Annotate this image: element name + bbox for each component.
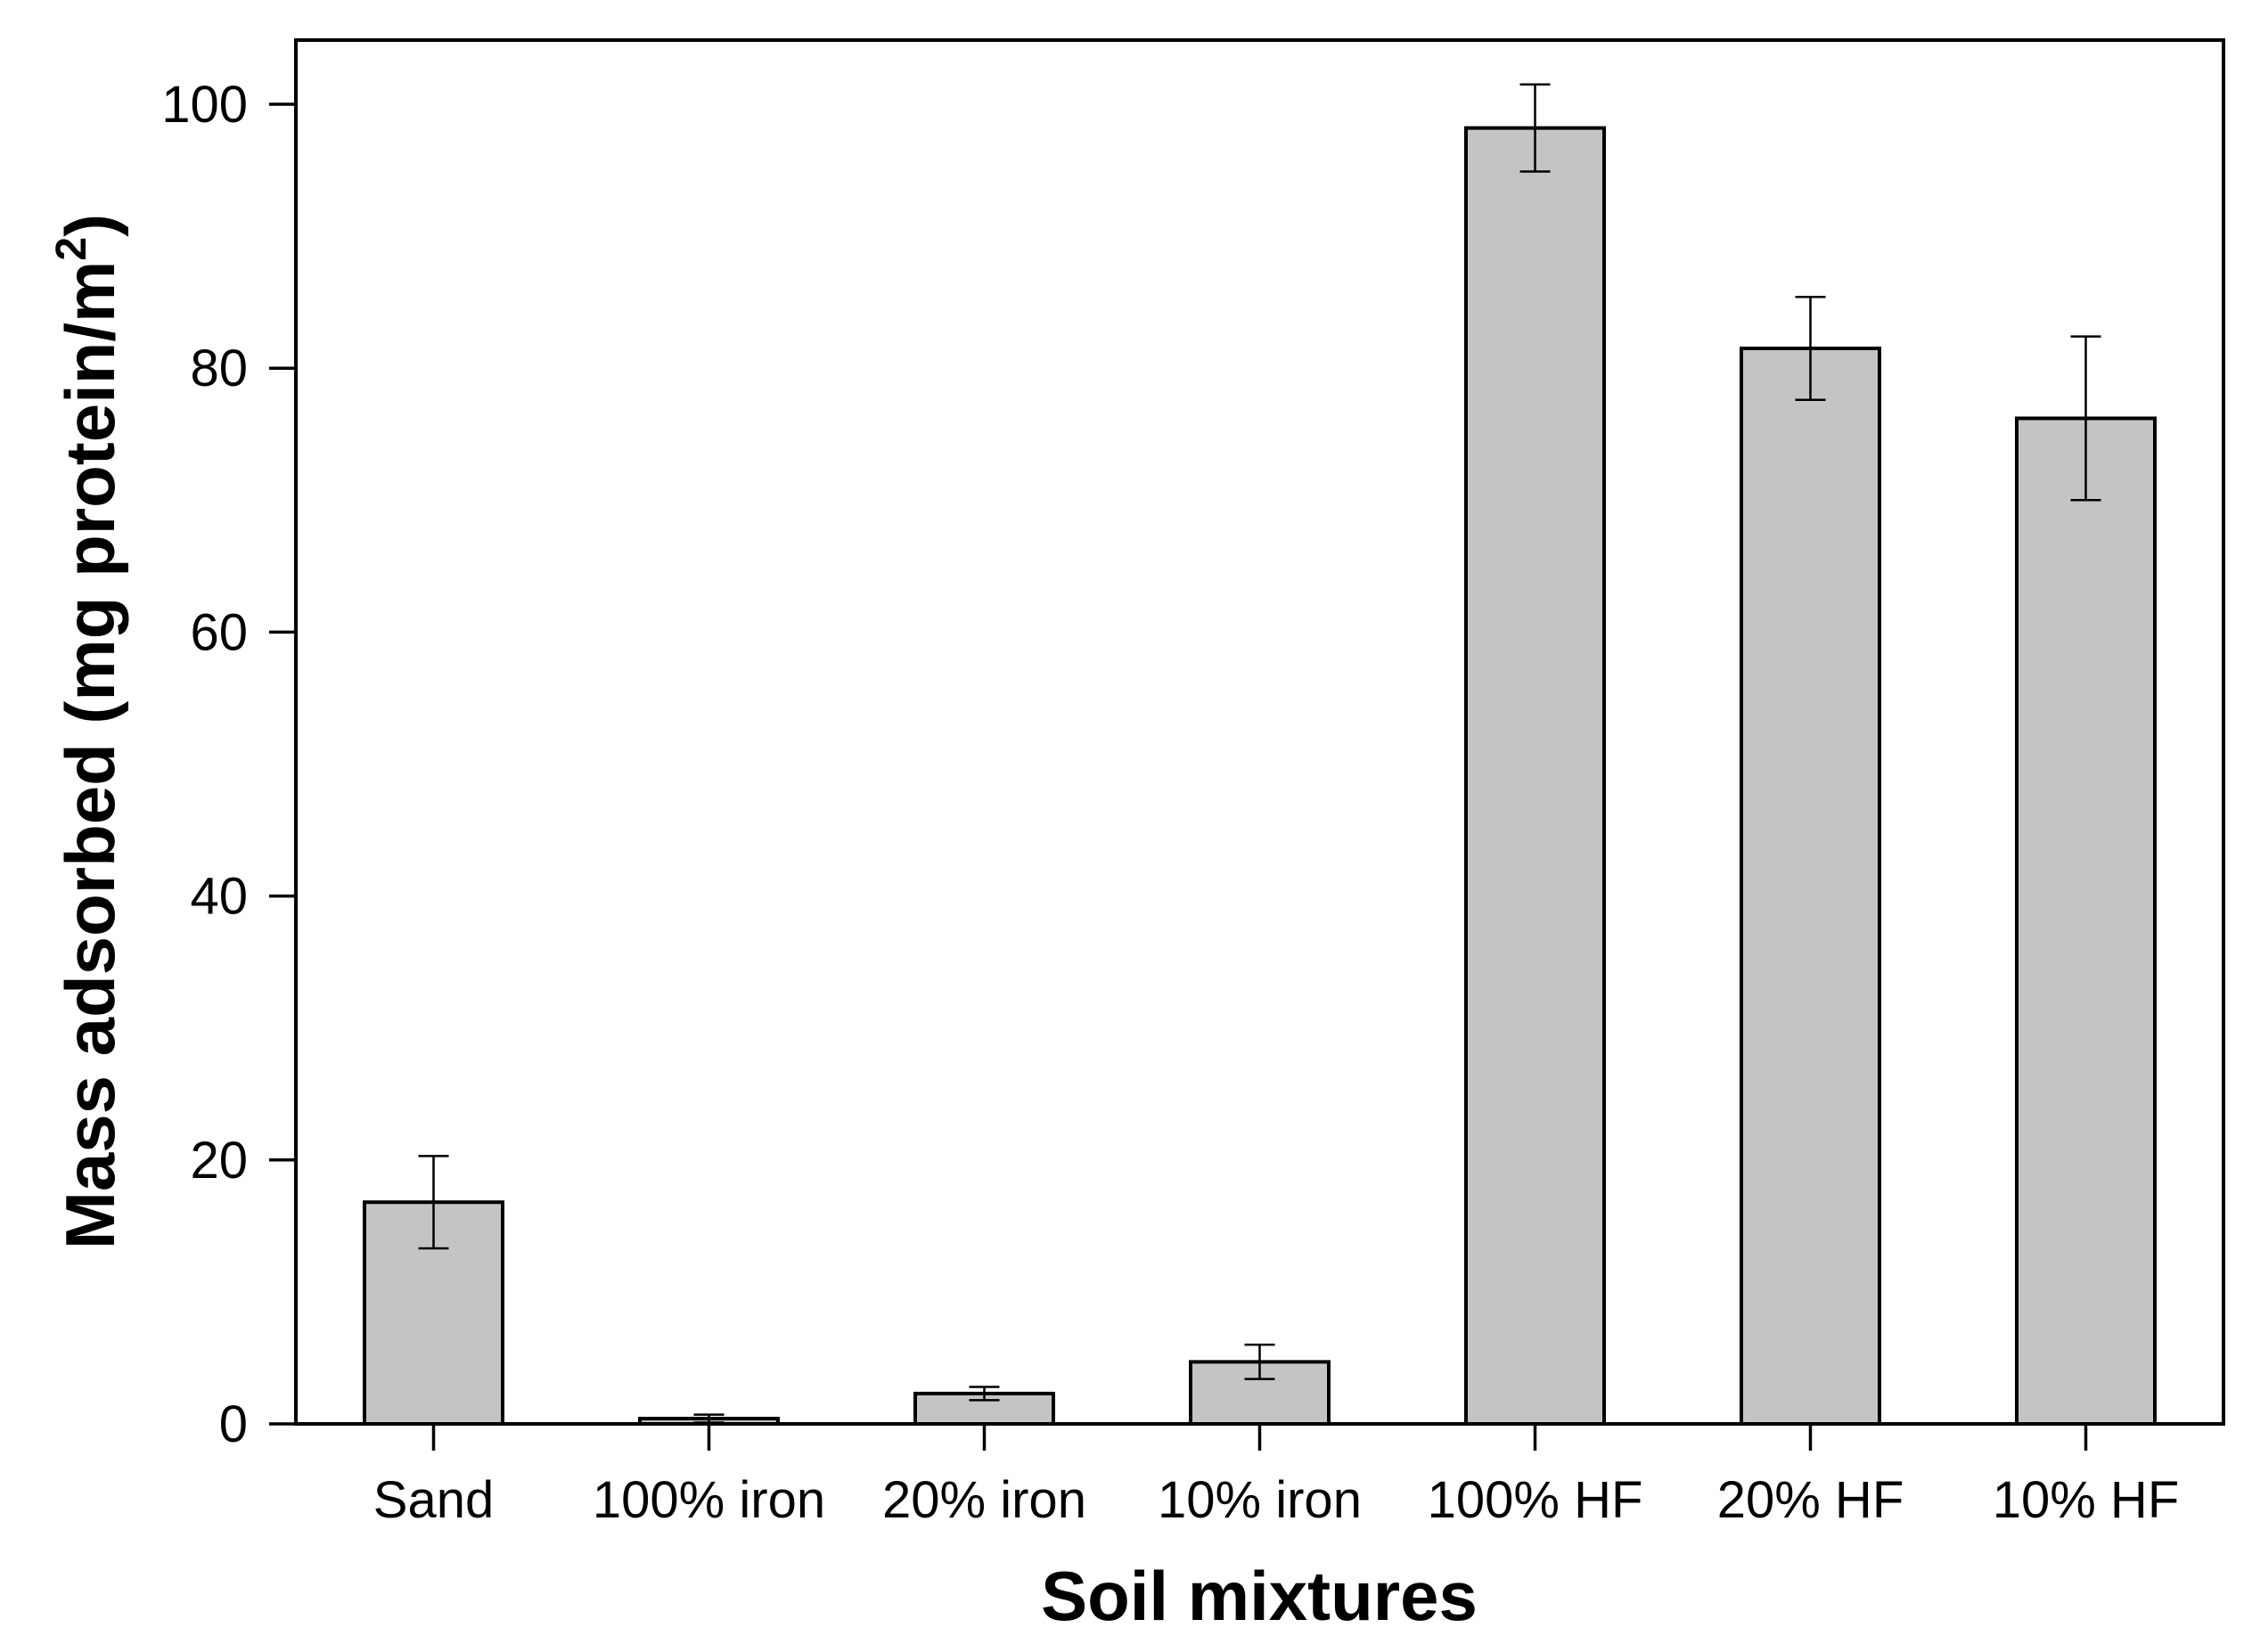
error-bars-layer — [418, 83, 2101, 1424]
y-axis-ticks: 0 20 40 60 80 100 — [161, 76, 296, 1453]
y-axis-title-superscript: 2 — [48, 237, 95, 261]
x-tick-label: 10% HF — [1993, 1471, 2180, 1529]
y-tick-label: 40 — [190, 868, 248, 926]
plot-frame — [294, 38, 2225, 1426]
y-tick-label: 100 — [161, 76, 248, 134]
y-tick-label: 60 — [190, 603, 248, 661]
y-tick-label: 80 — [190, 339, 248, 397]
bar — [1464, 126, 1606, 1427]
x-axis-ticks: Sand 100% iron 20% iron 10% iron 100% HF 20% … — [373, 1424, 2179, 1529]
bar — [1740, 346, 1881, 1426]
y-axis-title-main: Mass adsorbed (mg protein/m — [51, 261, 129, 1250]
x-axis-title: Soil mixtures — [1041, 1557, 1478, 1635]
y-tick-label: 0 — [219, 1395, 248, 1453]
x-tick-label: 100% iron — [593, 1471, 825, 1529]
bar — [2015, 416, 2157, 1426]
x-tick-label: 10% iron — [1158, 1471, 1362, 1529]
x-tick-label: 20% HF — [1717, 1471, 1904, 1529]
y-axis-title: Mass adsorbed (mg protein/m2) — [48, 214, 129, 1249]
x-tick-label: 100% HF — [1428, 1471, 1643, 1529]
x-tick-label: Sand — [373, 1471, 494, 1529]
x-tick-label: 20% iron — [882, 1471, 1086, 1529]
y-tick-label: 20 — [190, 1132, 248, 1190]
bars-layer — [363, 126, 2157, 1427]
y-axis-title-close: ) — [51, 214, 129, 237]
